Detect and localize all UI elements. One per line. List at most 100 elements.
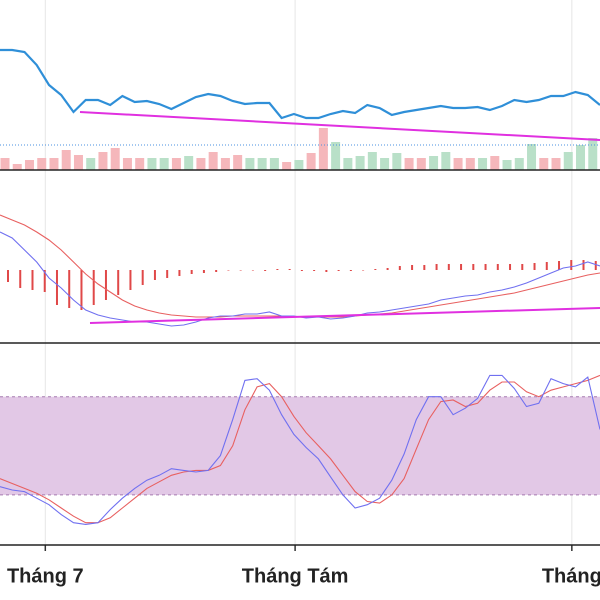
- bar: [0, 158, 10, 170]
- bar: [502, 160, 512, 170]
- bar: [166, 270, 169, 278]
- x-tick-label: Tháng Tám: [242, 565, 349, 587]
- bar: [233, 155, 243, 170]
- bar: [527, 144, 537, 170]
- bar: [92, 270, 95, 305]
- bar: [367, 152, 377, 170]
- bar: [392, 153, 402, 170]
- bar: [276, 269, 279, 270]
- bar: [386, 268, 389, 270]
- bar: [153, 270, 156, 280]
- bar: [558, 261, 561, 270]
- line: [0, 374, 600, 525]
- bar: [98, 152, 108, 170]
- bar: [318, 128, 328, 170]
- bar: [31, 270, 34, 290]
- bar: [355, 156, 365, 170]
- bar: [37, 158, 47, 170]
- bar: [61, 150, 71, 170]
- bar: [533, 263, 536, 270]
- bar: [215, 270, 218, 272]
- bar-series: [0, 128, 598, 170]
- bar: [331, 142, 341, 170]
- bar: [570, 260, 573, 270]
- bar: [447, 264, 450, 270]
- bar: [196, 158, 206, 170]
- bar-series: [7, 260, 597, 310]
- bar: [208, 152, 218, 170]
- bar: [343, 158, 353, 170]
- bar: [147, 158, 157, 170]
- bar: [472, 264, 475, 270]
- bar: [171, 158, 181, 170]
- bar: [202, 270, 205, 273]
- trend-line: [79, 111, 600, 141]
- bar: [245, 158, 255, 170]
- bar: [484, 264, 487, 270]
- bar: [349, 270, 352, 271]
- bar: [306, 153, 316, 170]
- bar: [68, 270, 71, 308]
- bar: [435, 264, 438, 270]
- band: [0, 396, 600, 495]
- bar: [380, 158, 390, 170]
- bar: [257, 158, 267, 170]
- bar: [122, 158, 132, 170]
- line: [0, 374, 600, 524]
- bar: [521, 264, 524, 270]
- bar: [86, 158, 96, 170]
- bar: [539, 158, 549, 170]
- bar: [184, 156, 194, 170]
- bar: [300, 270, 303, 271]
- bar: [110, 148, 120, 170]
- bar: [582, 260, 585, 270]
- bar: [269, 158, 279, 170]
- bar: [404, 158, 414, 170]
- bar: [423, 265, 426, 270]
- bar: [24, 160, 34, 170]
- bar: [104, 270, 107, 300]
- bar: [227, 270, 230, 271]
- bar: [73, 155, 83, 170]
- x-tick-label: Tháng: [542, 565, 600, 587]
- bar: [49, 158, 59, 170]
- bar: [294, 160, 304, 170]
- bar: [411, 265, 414, 270]
- line: [0, 48, 600, 120]
- bar: [563, 152, 573, 170]
- bar: [478, 158, 488, 170]
- bar: [429, 156, 439, 170]
- bar: [12, 164, 22, 170]
- bar: [190, 270, 193, 274]
- bar: [288, 269, 291, 270]
- bar: [251, 270, 254, 271]
- bar: [374, 269, 377, 270]
- bar: [496, 264, 499, 270]
- bar: [398, 266, 401, 270]
- bar: [545, 262, 548, 270]
- bar: [441, 152, 451, 170]
- bar: [465, 158, 475, 170]
- bar: [362, 270, 365, 271]
- bar: [588, 138, 598, 170]
- bar: [135, 158, 145, 170]
- bar: [141, 270, 144, 285]
- bar: [55, 270, 58, 305]
- bar: [551, 158, 561, 170]
- bar: [129, 270, 132, 290]
- bar: [80, 270, 83, 310]
- bar: [490, 156, 500, 170]
- bar: [117, 270, 120, 295]
- bar: [460, 264, 463, 270]
- bar: [264, 270, 267, 271]
- bar: [509, 264, 512, 270]
- bar: [19, 270, 22, 288]
- x-tick-label: Tháng 7: [7, 565, 84, 587]
- trend-line: [89, 307, 600, 324]
- bar: [594, 261, 597, 270]
- bar: [313, 270, 316, 271]
- bar: [282, 162, 292, 170]
- bar: [178, 270, 181, 276]
- bar: [453, 158, 463, 170]
